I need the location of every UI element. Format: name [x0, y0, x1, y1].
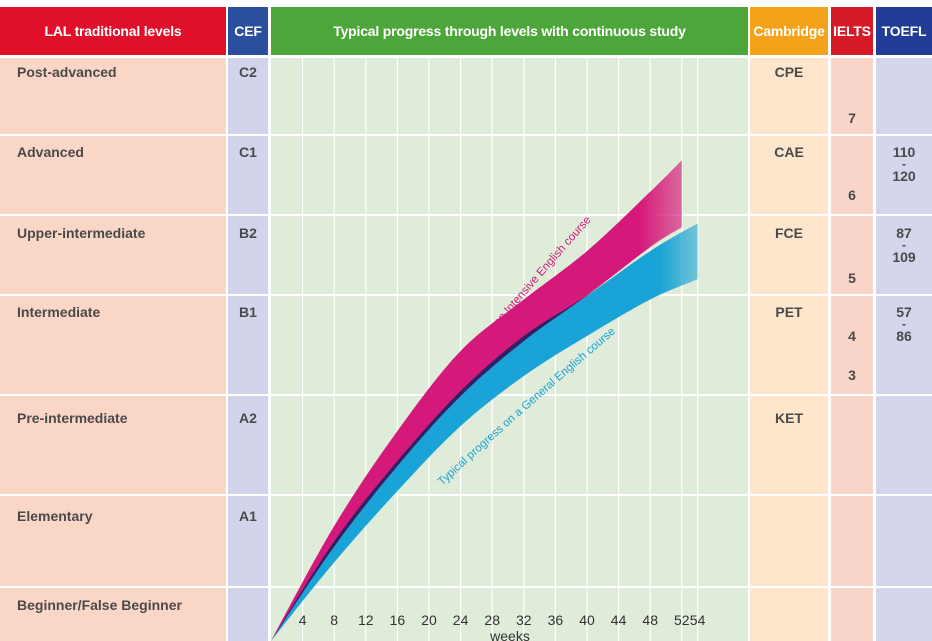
cambridge-column	[750, 58, 828, 641]
toefl-column	[876, 58, 932, 641]
x-axis-ticks: 4 8 12 16 20 24 28 32 36 40 44 48 52 54	[299, 612, 706, 628]
row-separator	[0, 214, 932, 216]
toefl-sep: -	[902, 238, 906, 252]
level-pre-intermediate: Pre-intermediate	[17, 410, 128, 426]
x-tick-label: 4	[299, 612, 307, 628]
cef-b2: B2	[239, 225, 257, 241]
x-tick-label: 52	[674, 612, 690, 628]
x-tick-label: 16	[390, 612, 406, 628]
cef-column	[228, 58, 268, 641]
x-tick-label: 54	[690, 612, 706, 628]
cambridge-cae: CAE	[774, 144, 804, 160]
header-cambridge: Cambridge	[750, 7, 828, 55]
x-axis-label: weeks	[489, 628, 530, 641]
toefl-high: 120	[892, 168, 916, 184]
level-elementary: Elementary	[17, 508, 93, 524]
ielts-3: 3	[848, 367, 856, 383]
level-intermediate: Intermediate	[17, 304, 101, 320]
toefl-high: 109	[892, 249, 916, 265]
header-lal: LAL traditional levels	[0, 7, 226, 55]
header-ielts: IELTS	[831, 7, 873, 55]
cef-b1: B1	[239, 304, 257, 320]
x-tick-label: 8	[330, 612, 338, 628]
toefl-range-87-109: 87 - 109	[876, 225, 932, 265]
toefl-sep: -	[902, 317, 906, 331]
x-tick-label: 24	[453, 612, 469, 628]
x-tick-label: 40	[579, 612, 595, 628]
ielts-column	[831, 58, 873, 641]
lal-column	[0, 58, 226, 641]
row-separator	[0, 294, 932, 296]
row-separator	[0, 134, 932, 136]
row-separator	[0, 494, 932, 496]
toefl-range-57-86: 57 - 86	[876, 304, 932, 344]
toefl-high: 86	[896, 328, 912, 344]
level-post-advanced: Post-advanced	[17, 64, 117, 80]
ielts-7: 7	[848, 110, 856, 126]
header-toefl: TOEFL	[876, 7, 932, 55]
cef-a1: A1	[239, 508, 257, 524]
x-tick-label: 20	[421, 612, 437, 628]
row-separator	[0, 586, 932, 588]
level-beginner: Beginner/False Beginner	[17, 597, 182, 613]
toefl-low: 87	[896, 225, 912, 241]
header-progress: Typical progress through levels with con…	[271, 7, 748, 55]
toefl-low: 110	[892, 144, 916, 160]
x-tick-label: 44	[611, 612, 627, 628]
cambridge-fce: FCE	[775, 225, 803, 241]
band-general	[271, 223, 698, 641]
ielts-6: 6	[848, 187, 856, 203]
progress-bands	[271, 160, 698, 641]
level-upper-intermediate: Upper-intermediate	[17, 225, 146, 241]
x-tick-label: 28	[484, 612, 500, 628]
toefl-range-110-120: 110 - 120	[876, 144, 932, 184]
cambridge-cpe: CPE	[774, 64, 804, 80]
cambridge-ket: KET	[775, 410, 803, 426]
level-advanced: Advanced	[17, 144, 84, 160]
header-cef: CEF	[228, 7, 268, 55]
band-intensive	[271, 160, 682, 641]
cef-c2: C2	[239, 64, 257, 80]
x-tick-label: 36	[548, 612, 564, 628]
cef-c1: C1	[239, 144, 257, 160]
cef-a2: A2	[239, 410, 257, 426]
cambridge-pet: PET	[775, 304, 803, 320]
x-tick-label: 12	[358, 612, 374, 628]
ielts-5: 5	[848, 270, 856, 286]
toefl-low: 57	[896, 304, 912, 320]
toefl-sep: -	[902, 157, 906, 171]
x-tick-label: 48	[642, 612, 658, 628]
x-tick-label: 32	[516, 612, 532, 628]
ielts-4: 4	[848, 328, 856, 344]
